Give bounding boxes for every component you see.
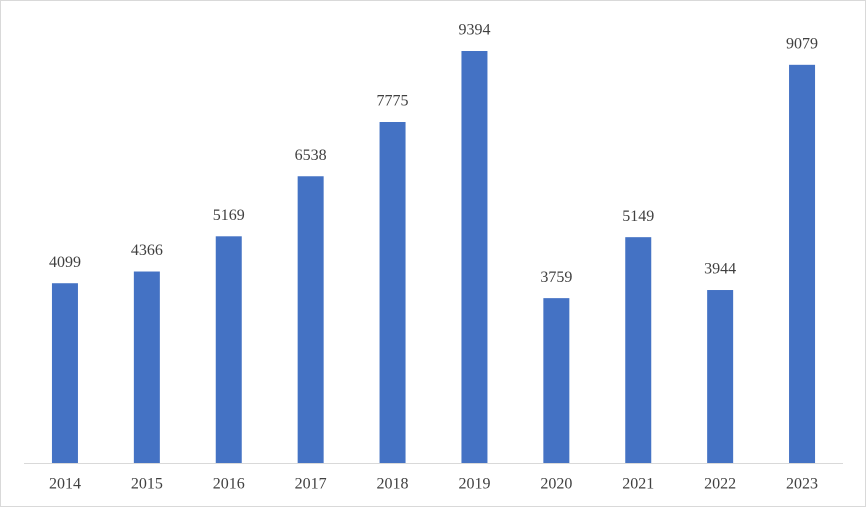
value-label: 5169 — [213, 207, 245, 224]
bar — [543, 298, 570, 463]
bar — [789, 64, 816, 464]
value-label: 9394 — [458, 22, 490, 39]
bar — [51, 283, 78, 463]
x-tick-label: 2019 — [458, 476, 490, 493]
bar — [707, 290, 734, 463]
x-tick-label: 2016 — [213, 476, 245, 493]
bar — [625, 237, 652, 463]
value-label: 5149 — [622, 208, 654, 225]
value-label: 3759 — [540, 269, 572, 286]
x-tick-label: 2017 — [295, 476, 327, 493]
x-tick-label: 2018 — [377, 476, 409, 493]
x-tick-label: 2022 — [704, 476, 736, 493]
value-label: 4099 — [49, 254, 81, 271]
x-tick-label: 2014 — [49, 476, 81, 493]
bar — [379, 122, 406, 464]
x-tick-label: 2023 — [786, 476, 818, 493]
bar — [215, 236, 242, 463]
value-label: 4366 — [131, 242, 163, 259]
value-label: 9079 — [786, 35, 818, 52]
bar — [133, 271, 160, 463]
value-label: 6538 — [295, 147, 327, 164]
bar — [461, 51, 488, 463]
bar — [297, 176, 324, 464]
value-label: 7775 — [377, 93, 409, 110]
x-tick-label: 2015 — [131, 476, 163, 493]
x-tick-label: 2020 — [540, 476, 572, 493]
value-label: 3944 — [704, 261, 736, 278]
x-tick-label: 2021 — [622, 476, 654, 493]
